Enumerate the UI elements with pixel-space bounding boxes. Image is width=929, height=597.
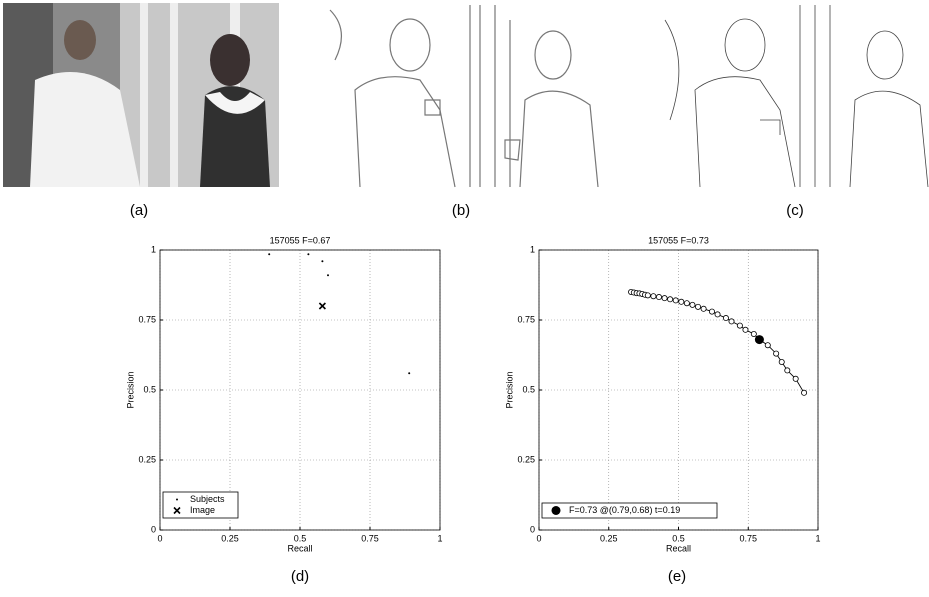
y-tick-label: 0.25	[517, 454, 535, 464]
y-tick-label: 1	[530, 244, 535, 254]
figure-label: (c)	[786, 202, 804, 219]
series-line	[631, 292, 804, 393]
point	[321, 260, 323, 262]
x-axis-label: Recall	[287, 543, 312, 553]
chart-title: 157055 F=0.73	[648, 235, 709, 245]
y-tick-label: 0.75	[138, 314, 156, 324]
point	[673, 298, 678, 303]
point	[715, 312, 720, 317]
y-tick-label: 0.5	[522, 384, 535, 394]
contour-drawing	[330, 5, 598, 187]
x-tick-label: 1	[815, 533, 820, 543]
y-tick-label: 0	[530, 524, 535, 534]
point	[743, 327, 748, 332]
figure-label: (d)	[291, 568, 309, 585]
point	[765, 343, 770, 348]
point	[801, 390, 806, 395]
legend-label: Image	[190, 505, 215, 515]
y-axis-label: Precision	[125, 371, 135, 408]
point	[695, 304, 700, 309]
point	[319, 303, 325, 309]
x-tick-label: 0.25	[221, 533, 239, 543]
chart-title: 157055 F=0.67	[270, 235, 331, 245]
y-tick-label: 1	[151, 244, 156, 254]
point	[774, 351, 779, 356]
x-tick-label: 0	[536, 533, 541, 543]
y-tick-label: 0.5	[143, 384, 156, 394]
point	[645, 293, 650, 298]
point	[709, 309, 714, 314]
page: (a) (b) (c) (d) (e) 0 0.25 0.5 0.75 1 0 0.25 0.…	[0, 0, 929, 597]
point	[793, 376, 798, 381]
point	[668, 297, 673, 302]
legend-label: F=0.73 @(0.79,0.68) t=0.19	[569, 505, 680, 515]
x-tick-label: 0	[157, 533, 162, 543]
point	[679, 299, 684, 304]
figure-label: (a)	[130, 202, 148, 219]
point	[751, 331, 756, 336]
point	[651, 294, 656, 299]
x-tick-label: 1	[437, 533, 442, 543]
figure-label: (e)	[668, 568, 686, 585]
x-tick-label: 0.25	[600, 533, 618, 543]
point	[701, 306, 706, 311]
point	[723, 315, 728, 320]
y-tick-label: 0	[151, 524, 156, 534]
point	[327, 274, 329, 276]
point	[737, 323, 742, 328]
point	[785, 368, 790, 373]
legend-marker	[552, 506, 561, 515]
figure-label: (b)	[452, 202, 470, 219]
point	[729, 319, 734, 324]
x-axis-label: Recall	[666, 543, 691, 553]
point	[656, 294, 661, 299]
y-tick-label: 0.25	[138, 454, 156, 464]
y-tick-label: 0.75	[517, 314, 535, 324]
legend-marker	[176, 499, 178, 501]
y-axis-label: Precision	[504, 371, 514, 408]
photo	[3, 3, 279, 187]
figure: (a) (b) (c) (d) (e) 0 0.25 0.5 0.75 1 0 0.25 0.…	[0, 0, 929, 592]
point	[684, 301, 689, 306]
point	[408, 372, 410, 374]
x-tick-label: 0.5	[294, 533, 307, 543]
point	[690, 302, 695, 307]
edge-map	[665, 5, 928, 187]
point	[779, 359, 784, 364]
x-tick-label: 0.75	[361, 533, 379, 543]
point	[662, 296, 667, 301]
x-tick-label: 0.5	[672, 533, 685, 543]
point	[755, 335, 764, 344]
x-tick-label: 0.75	[739, 533, 757, 543]
point	[307, 253, 309, 255]
legend-label: Subjects	[190, 494, 225, 504]
point	[268, 253, 270, 255]
